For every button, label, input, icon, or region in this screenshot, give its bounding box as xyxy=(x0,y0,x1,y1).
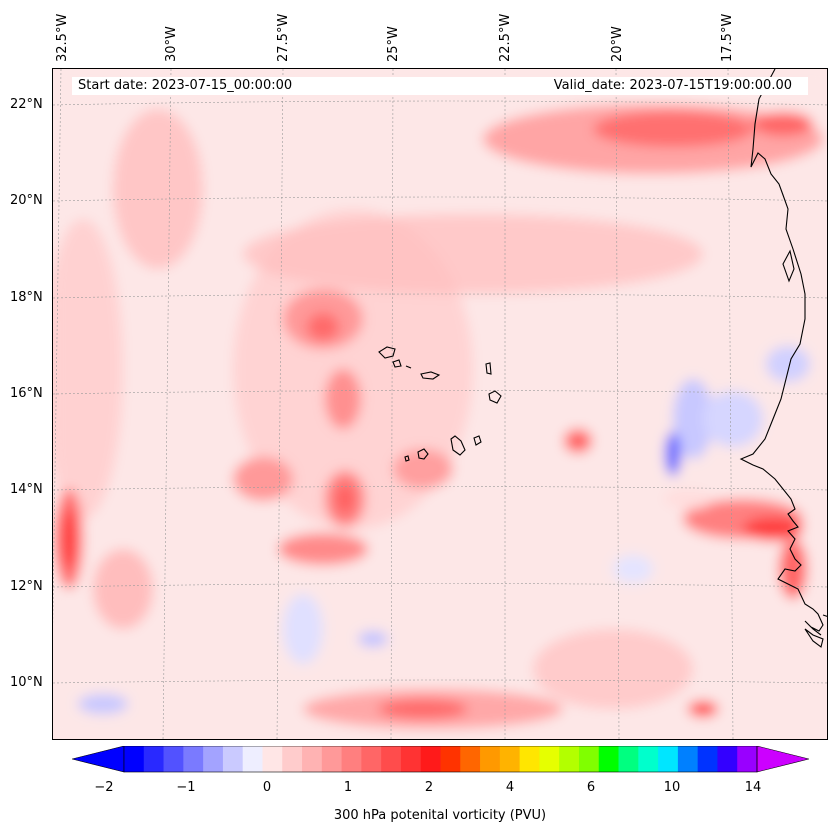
lon-label-30w: 30°W xyxy=(164,26,179,62)
colorbar-cell xyxy=(381,746,402,772)
colorbar-cell xyxy=(302,746,323,772)
colorbar-cell xyxy=(519,746,540,772)
colorbar xyxy=(72,746,809,773)
colorbar-cell xyxy=(618,746,639,772)
colorbar-tick-label: −1 xyxy=(176,780,196,795)
colorbar-tick-label: 1 xyxy=(343,780,353,795)
colorbar-cell xyxy=(480,746,501,772)
colorbar-cell xyxy=(717,746,738,772)
colorbar-cell xyxy=(183,746,204,772)
colorbar-tick-label: 14 xyxy=(744,780,762,795)
colorbar-cell xyxy=(262,746,283,772)
lon-label-32-5w: 32.5°W xyxy=(55,13,70,62)
valid-date-label: Valid_date: 2023-07-15T19:00:00.00 xyxy=(553,78,792,93)
lat-label-12n: 12°N xyxy=(10,579,43,594)
pv-field xyxy=(53,69,827,739)
colorbar-cell xyxy=(420,746,441,772)
colorbar-cell xyxy=(539,746,560,772)
colorbar-cell xyxy=(697,746,718,772)
colorbar-cell xyxy=(341,746,362,772)
lon-label-25w: 25°W xyxy=(386,26,401,62)
colorbar-cell xyxy=(737,746,758,772)
coastline xyxy=(739,69,827,648)
map-panel xyxy=(52,68,828,740)
lat-label-16n: 16°N xyxy=(10,386,43,401)
lon-label-27-5w: 27.5°W xyxy=(276,13,291,62)
colorbar-label: 300 hPa potenital vorticity (PVU) xyxy=(333,808,547,823)
lat-label-22n: 22°N xyxy=(10,97,43,112)
colorbar-tick-label: −2 xyxy=(94,780,114,795)
start-date-label: Start date: 2023-07-15_00:00:00 xyxy=(72,77,808,95)
colorbar-tick-label: 10 xyxy=(663,780,681,795)
cabo-verde-islands xyxy=(378,346,502,462)
colorbar-cell xyxy=(559,746,580,772)
colorbar-cell xyxy=(321,746,342,772)
lon-label-17-5w: 17.5°W xyxy=(720,13,735,62)
colorbar-cell xyxy=(460,746,481,772)
colorbar-cell xyxy=(203,746,224,772)
colorbar-cell xyxy=(598,746,619,772)
colorbar-tick-label: 0 xyxy=(262,780,272,795)
colorbar-tick-label: 2 xyxy=(424,780,434,795)
colorbar-cell xyxy=(440,746,461,772)
colorbar-cell xyxy=(124,746,145,772)
colorbar-cell xyxy=(222,746,244,772)
colorbar-cell xyxy=(578,746,600,772)
lon-label-22-5w: 22.5°W xyxy=(498,13,513,62)
colorbar-frame xyxy=(123,746,758,773)
colorbar-tick-label: 4 xyxy=(505,780,515,795)
colorbar-cell xyxy=(361,746,382,772)
colorbar-cell xyxy=(638,746,659,772)
colorbar-extend-low xyxy=(72,746,125,773)
lat-label-18n: 18°N xyxy=(10,290,43,305)
pv-contour-map xyxy=(53,69,827,739)
colorbar-cell xyxy=(282,746,303,772)
colorbar-cell xyxy=(499,746,521,772)
lat-label-10n: 10°N xyxy=(10,675,43,690)
colorbar-cell xyxy=(658,746,679,772)
colorbar-cell xyxy=(677,746,699,772)
colorbar-cell xyxy=(242,746,263,772)
colorbar-extend-high xyxy=(756,746,809,773)
colorbar-cell xyxy=(163,746,184,772)
lat-label-20n: 20°N xyxy=(10,193,43,208)
lat-label-14n: 14°N xyxy=(10,482,43,497)
map-gridlines xyxy=(53,69,827,739)
lon-label-20w: 20°W xyxy=(610,26,625,62)
colorbar-cell xyxy=(400,746,422,772)
colorbar-cell xyxy=(143,746,164,772)
colorbar-tick-label: 6 xyxy=(586,780,596,795)
